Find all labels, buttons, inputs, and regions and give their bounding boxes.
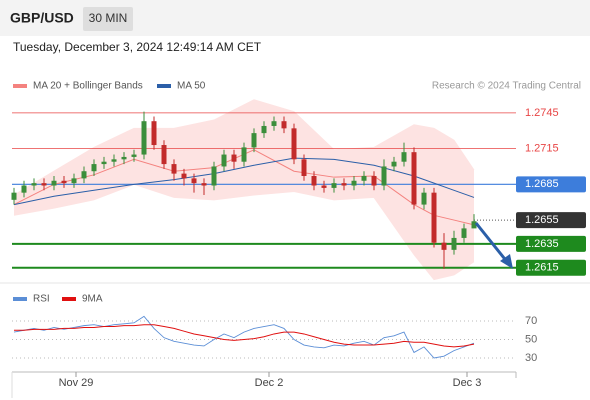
- candle-body: [351, 180, 357, 186]
- interval-label[interactable]: 30 MIN: [89, 11, 128, 25]
- pivot-box: [516, 176, 586, 193]
- candle-body: [81, 171, 87, 179]
- legend-swatch: [157, 84, 171, 88]
- candle-body: [271, 121, 277, 126]
- source: Research © 2024 Trading Central: [432, 81, 581, 92]
- candle-body: [41, 183, 47, 186]
- candle-body: [201, 183, 207, 186]
- candle-body: [431, 192, 437, 243]
- rsi-legend-swatch: [62, 297, 76, 301]
- candle-body: [301, 159, 307, 176]
- resistance-label: 1.2715: [525, 143, 559, 155]
- candle-body: [251, 133, 257, 148]
- support-label: 1.2615: [525, 262, 559, 274]
- rsi-tick-label: 30: [525, 352, 537, 364]
- candle-body: [381, 166, 387, 186]
- candle-body: [11, 192, 17, 200]
- band-line: [13, 99, 475, 196]
- candle-body: [191, 178, 197, 184]
- candle-body: [51, 180, 57, 186]
- rsi-legend-label: RSI: [33, 294, 50, 305]
- candle-body: [221, 154, 227, 167]
- candle-body: [401, 152, 407, 162]
- candle-body: [241, 147, 247, 162]
- ma-line: [13, 149, 475, 226]
- candle-body: [291, 128, 297, 160]
- rsi-legend-swatch: [13, 297, 27, 301]
- rsi-tick-label: 50: [525, 333, 537, 345]
- legend-swatch: [13, 84, 27, 88]
- candle-body: [121, 156, 127, 160]
- candle-body: [131, 154, 137, 157]
- chart-panel: [0, 36, 590, 400]
- candle-body: [31, 183, 37, 186]
- rsi-line: [13, 315, 475, 359]
- ma-line: [13, 157, 475, 206]
- candle-body: [261, 125, 267, 134]
- candle-body: [321, 185, 327, 188]
- candle-body: [71, 178, 77, 184]
- candle-body: [21, 185, 27, 193]
- candle-body: [181, 173, 187, 179]
- forecast-arrow-head: [500, 254, 513, 269]
- support-label: 1.2635: [525, 238, 559, 250]
- candle-body: [281, 121, 287, 129]
- candle-body: [91, 164, 97, 172]
- candle-body: [451, 237, 457, 250]
- forecast-arrow: [474, 222, 510, 264]
- candle-body: [111, 159, 117, 162]
- candle-body: [461, 228, 467, 238]
- support-box: [516, 235, 586, 252]
- symbol: GBP/USD: [10, 10, 74, 26]
- candle-body: [311, 175, 317, 186]
- x-tick-label: Dec 2: [255, 377, 284, 389]
- x-tick-label: Nov 29: [59, 377, 94, 389]
- pivot-label: 1.2685: [525, 178, 559, 190]
- timestamp: Tuesday, December 3, 2024 12:49:14 AM CE…: [13, 40, 262, 54]
- candle-body: [211, 166, 217, 186]
- candle-body: [341, 183, 347, 186]
- candle-body: [101, 161, 107, 165]
- legend-label: MA 50: [177, 81, 206, 92]
- candle-body: [141, 121, 147, 155]
- plot: 1.2745 1.2715 1.2685 1.2635 1.2615 1.2655 MA 2…: [11, 81, 586, 389]
- candle-body: [411, 152, 417, 205]
- band-fill: [14, 99, 474, 280]
- candle-body: [331, 183, 337, 188]
- candle-body: [391, 161, 397, 167]
- candle-body: [371, 175, 377, 186]
- candle-body: [231, 154, 237, 162]
- candle-body: [361, 175, 367, 181]
- rsi-legend-label: 9MA: [82, 294, 103, 305]
- band-line: [13, 183, 475, 281]
- last-price-label: 1.2655: [525, 214, 559, 226]
- legend-label: MA 20 + Bollinger Bands: [33, 81, 143, 92]
- rsi-line: [14, 324, 475, 348]
- candle-body: [421, 192, 427, 205]
- candle-body: [441, 242, 447, 250]
- interval-button[interactable]: [83, 7, 133, 31]
- candle-body: [471, 221, 477, 229]
- support-box: [516, 259, 586, 276]
- x-tick-label: Dec 3: [453, 377, 482, 389]
- resistance-label: 1.2745: [525, 107, 559, 119]
- candle-body: [151, 121, 157, 146]
- candle-body: [171, 164, 177, 174]
- last-price-box: [516, 212, 586, 229]
- rsi-tick-label: 70: [525, 315, 537, 327]
- candle-body: [61, 180, 67, 184]
- candle-body: [161, 145, 167, 165]
